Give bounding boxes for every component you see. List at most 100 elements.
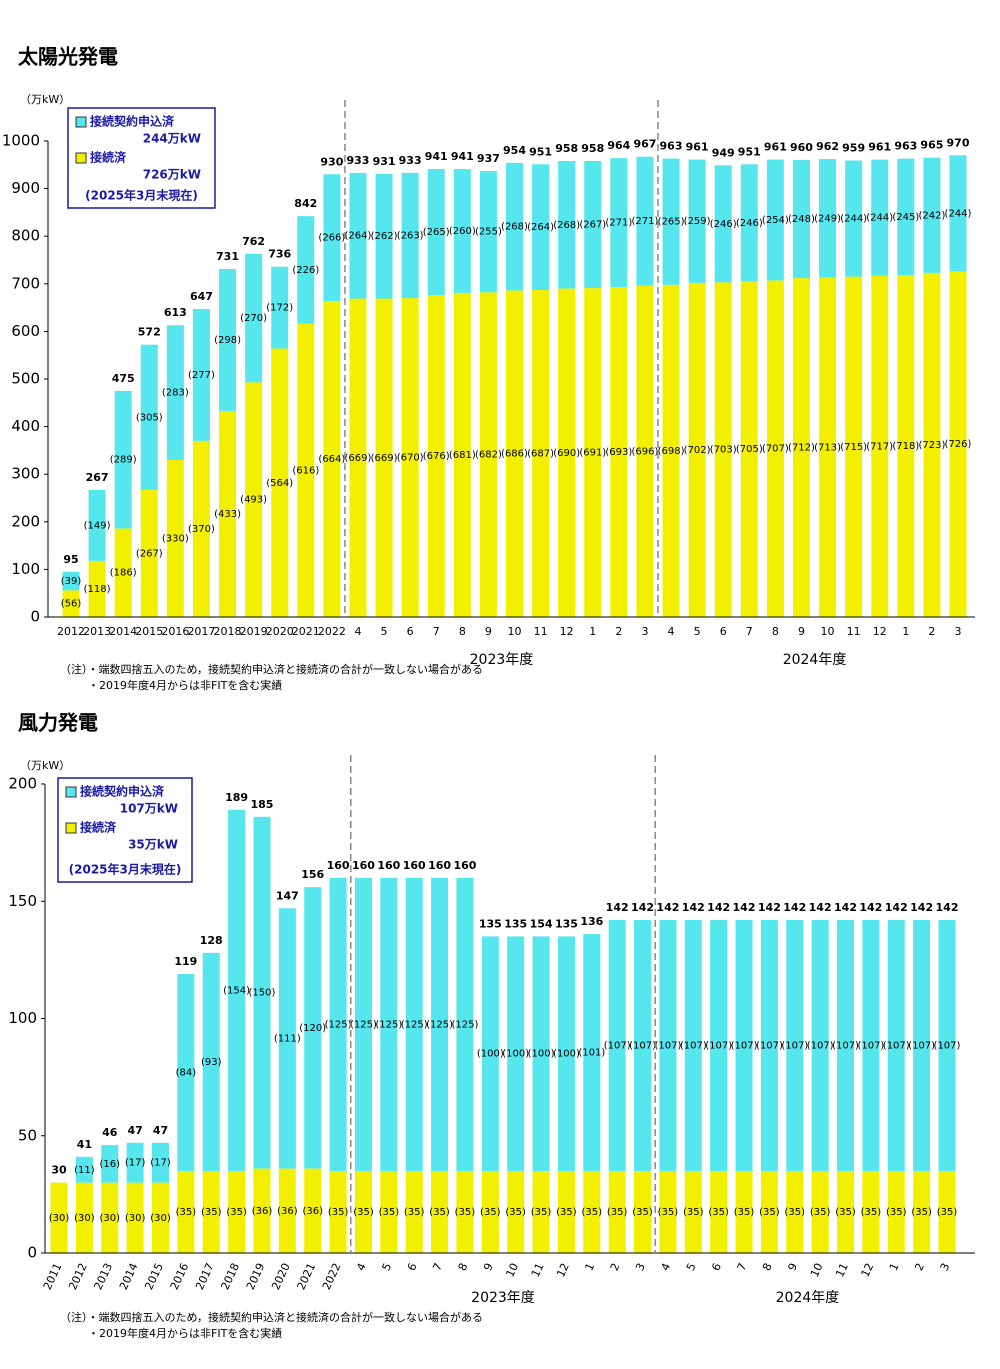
bar-segment — [506, 162, 523, 291]
x-tick-label: 2011 — [41, 1261, 65, 1292]
group-label: 2023年度 — [471, 1290, 535, 1306]
segment-label: (35) — [658, 1207, 679, 1218]
bar-segment — [481, 936, 499, 1171]
x-tick-label: 2017 — [193, 1261, 217, 1292]
segment-label: (100) — [502, 1049, 529, 1060]
x-tick-label: 2021 — [292, 625, 320, 638]
segment-label: (682) — [475, 450, 502, 461]
y-tick-label: 100 — [8, 1009, 37, 1027]
x-tick-label: 9 — [481, 1261, 496, 1273]
x-tick-label: 5 — [381, 625, 388, 638]
segment-label: (30) — [99, 1213, 120, 1224]
x-tick-label: 2022 — [320, 1261, 344, 1292]
bar-segment — [101, 1145, 119, 1183]
bar-segment — [610, 287, 628, 617]
note: ・2019年度4月からは非FITを含む実績 — [88, 1326, 282, 1340]
segment-label: (271) — [605, 218, 632, 229]
total-label: 142 — [758, 901, 781, 914]
y-tick-label: 200 — [8, 775, 37, 793]
segment-label: (107) — [857, 1040, 884, 1051]
x-tick-label: 2020 — [269, 1261, 293, 1292]
segment-label: (246) — [736, 218, 763, 229]
total-label: 160 — [403, 859, 426, 872]
bar-segment — [62, 590, 80, 617]
x-tick-label: 2014 — [117, 1261, 141, 1292]
segment-label: (249) — [814, 213, 841, 224]
total-label: 142 — [783, 901, 806, 914]
segment-label: (107) — [883, 1040, 910, 1051]
total-label: 142 — [707, 901, 730, 914]
legend-amount: 244万kW — [143, 132, 201, 146]
legend-note: (2025年3月末現在) — [85, 188, 198, 203]
total-label: 47 — [127, 1124, 142, 1137]
segment-label: (93) — [201, 1057, 222, 1068]
bar-segment — [636, 156, 654, 286]
bar-segment — [684, 920, 702, 1171]
bar-segment — [862, 920, 880, 1171]
bar-segment — [380, 1170, 398, 1253]
segment-label: (35) — [734, 1207, 755, 1218]
y-tick-label: 1000 — [2, 132, 40, 150]
y-tick-label: 0 — [27, 1244, 37, 1262]
group-label: 2024年度 — [783, 652, 847, 668]
segment-label: (35) — [810, 1207, 831, 1218]
segment-label: (107) — [807, 1040, 834, 1051]
x-tick-label: 7 — [735, 1261, 750, 1273]
x-tick-label: 12 — [873, 625, 887, 638]
segment-label: (35) — [404, 1207, 425, 1218]
total-label: 961 — [764, 141, 787, 154]
segment-label: (107) — [604, 1040, 631, 1051]
group-label: 2023年度 — [470, 652, 534, 668]
bar-segment — [177, 1170, 195, 1253]
segment-label: (264) — [345, 231, 372, 242]
total-label: 933 — [346, 154, 369, 167]
bar-segment — [405, 1170, 423, 1253]
y-tick-label: 200 — [11, 512, 40, 530]
total-label: 185 — [250, 798, 273, 811]
x-tick-label: 7 — [746, 625, 753, 638]
total-label: 736 — [268, 248, 291, 261]
x-tick-label: 2012 — [66, 1261, 90, 1292]
bar-segment — [740, 164, 758, 282]
segment-label: (17) — [125, 1158, 146, 1169]
segment-label: (298) — [214, 335, 241, 346]
bar-segment — [114, 390, 132, 529]
total-label: 964 — [607, 139, 630, 152]
total-label: 967 — [633, 138, 656, 151]
bar-segment — [636, 285, 654, 617]
x-tick-label: 6 — [720, 625, 727, 638]
bar-segment — [608, 1170, 626, 1253]
segment-label: (35) — [480, 1207, 501, 1218]
x-tick-label: 2015 — [135, 625, 163, 638]
bar-segment — [253, 1168, 271, 1253]
x-tick-label: 12 — [560, 625, 574, 638]
segment-label: (107) — [934, 1040, 961, 1051]
legend-label: 接続済 — [80, 820, 117, 835]
bar-segment — [349, 298, 367, 617]
total-label: 954 — [503, 144, 526, 157]
bar-segment — [659, 1170, 677, 1253]
bar-segment — [584, 160, 602, 289]
segment-label: (267) — [579, 220, 606, 231]
bar-segment — [714, 165, 732, 283]
bar-segment — [245, 382, 263, 617]
legend-swatch — [75, 116, 87, 128]
bar-segment — [735, 1170, 753, 1253]
bar-segment — [297, 323, 315, 617]
segment-label: (35) — [607, 1207, 628, 1218]
segment-label: (35) — [708, 1207, 729, 1218]
bar-segment — [140, 344, 158, 490]
segment-label: (30) — [74, 1213, 95, 1224]
segment-label: (687) — [527, 448, 554, 459]
note: ・2019年度4月からは非FITを含む実績 — [88, 678, 282, 692]
x-tick-label: 11 — [534, 625, 548, 638]
segment-label: (36) — [252, 1206, 273, 1217]
note: （注）・端数四捨五入のため，接続契約申込済と接続済の合計が一致しない場合がある — [60, 1310, 483, 1324]
bar-segment — [431, 1170, 449, 1253]
segment-label: (172) — [266, 303, 293, 314]
y-tick-label: 500 — [11, 370, 40, 388]
segment-label: (149) — [84, 520, 111, 531]
legend-amount: 726万kW — [143, 168, 201, 182]
bar-segment — [634, 920, 652, 1171]
bar-segment — [837, 920, 855, 1171]
